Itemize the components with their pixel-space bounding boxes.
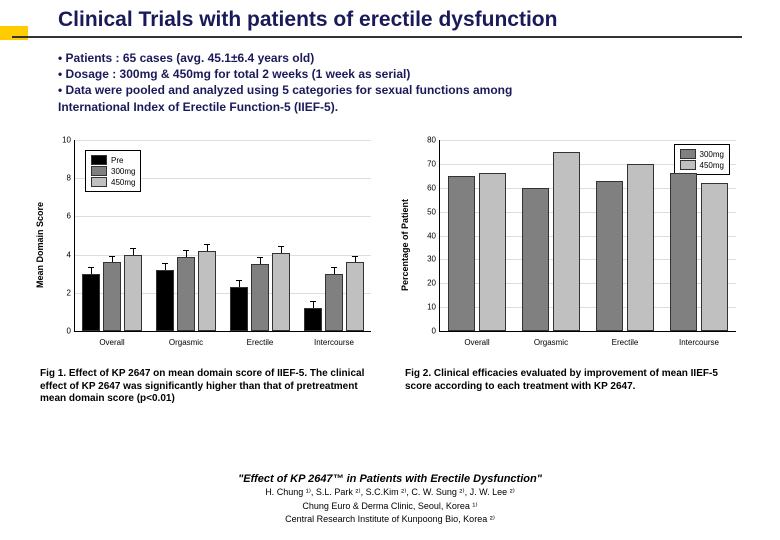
citation-aff2: Central Research Institute of Kunpoong B… — [0, 514, 780, 526]
fig1-caption: Fig 1. Effect of KP 2647 on mean domain … — [40, 368, 375, 406]
bullet-data-1: • Data were pooled and analyzed using 5 … — [58, 82, 738, 98]
bullet-dosage: • Dosage : 300mg & 450mg for total 2 wee… — [58, 66, 738, 82]
citation-authors: H. Chung ¹⁾, S.L. Park ²⁾, S.C.Kim ²⁾, C… — [0, 487, 780, 499]
fig2-chart: Percentage of Patient 010203040506070803… — [405, 130, 740, 360]
fig1-chart: Mean Domain Score 0246810Pre300mg450mgOv… — [40, 130, 375, 360]
citation-aff1: Chung Euro & Derma Clinic, Seoul, Korea … — [0, 501, 780, 513]
citation-title: "Effect of KP 2647™ in Patients with Ere… — [238, 473, 542, 485]
bullet-data-2: International Index of Erectile Function… — [58, 99, 738, 115]
fig1-yaxis-label: Mean Domain Score — [35, 202, 45, 288]
fig2-caption: Fig 2. Clinical efficacies evaluated by … — [405, 368, 740, 406]
citation: "Effect of KP 2647™ in Patients with Ere… — [0, 473, 780, 526]
study-details: • Patients : 65 cases (avg. 45.1±6.4 yea… — [58, 50, 738, 115]
charts-row: Mean Domain Score 0246810Pre300mg450mgOv… — [40, 130, 740, 360]
page-title: Clinical Trials with patients of erectil… — [58, 8, 557, 32]
fig2-yaxis-label: Percentage of Patient — [400, 199, 410, 291]
captions-row: Fig 1. Effect of KP 2647 on mean domain … — [40, 368, 740, 406]
title-underline — [12, 36, 742, 38]
bullet-patients: • Patients : 65 cases (avg. 45.1±6.4 yea… — [58, 50, 738, 66]
